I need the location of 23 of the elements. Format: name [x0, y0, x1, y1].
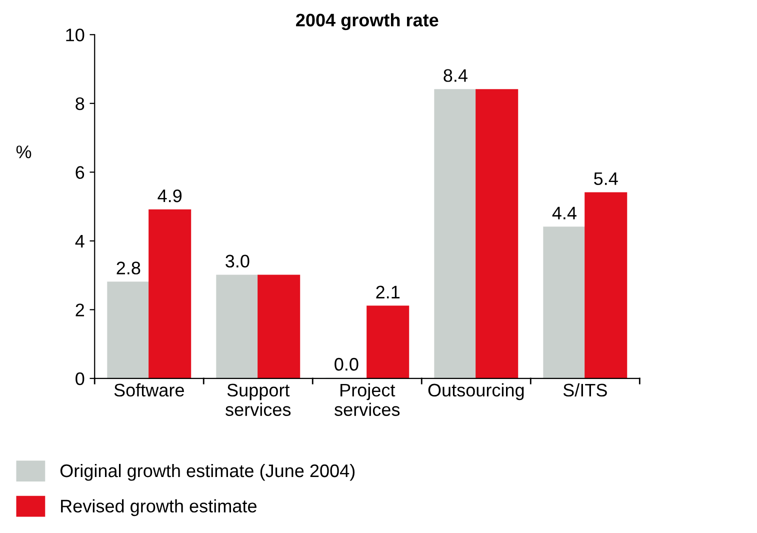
data-label: 8.4 [444, 69, 468, 82]
legend-label: Revised growth estimate [61, 499, 256, 516]
x-tick-label: S/ITS [563, 383, 607, 397]
data-label: 4.4 [552, 206, 576, 220]
y-tick-label: 4 [75, 235, 84, 248]
x-tick-label: Project services [334, 383, 400, 416]
y-axis-title: % [16, 146, 32, 158]
data-label: 3.0 [226, 254, 250, 268]
y-tick-label: 2 [76, 304, 84, 316]
data-label: 2.8 [116, 262, 140, 274]
chart-title: 2004 growth rate [296, 13, 438, 30]
x-tick-label: Support services [226, 384, 291, 416]
y-tick-label: 6 [76, 166, 84, 179]
x-tick-label: Outsourcing [428, 383, 524, 400]
data-label: 4.9 [158, 189, 182, 202]
legend-label: Original growth estimate (June 2004) [60, 464, 355, 481]
data-label: 2.1 [376, 286, 400, 298]
y-tick-label: 8 [76, 97, 84, 110]
data-label: 0.0 [334, 358, 358, 371]
y-tick-label: 10 [66, 28, 84, 42]
data-label: 5.4 [594, 172, 618, 186]
y-tick-label: 0 [76, 372, 84, 386]
x-tick-label: Software [114, 383, 184, 397]
